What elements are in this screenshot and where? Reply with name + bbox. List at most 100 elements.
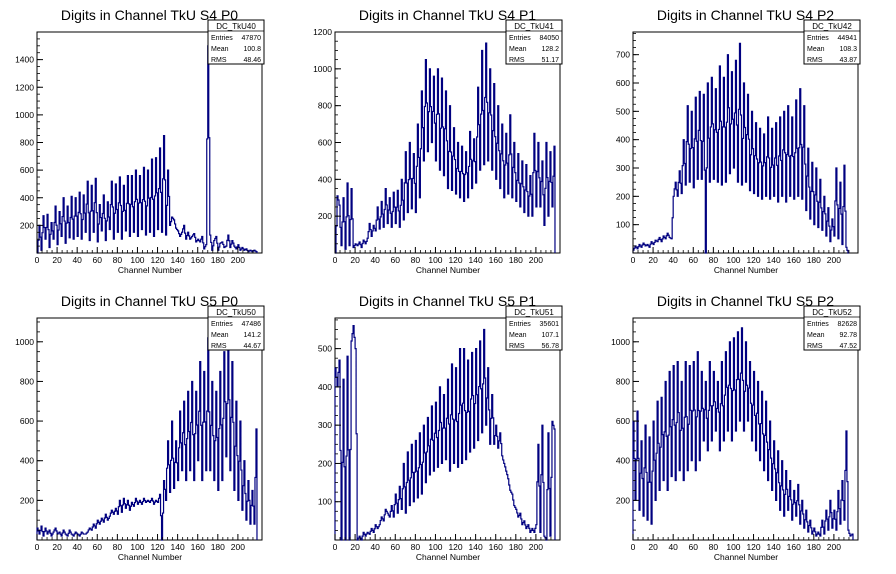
stats-label: RMS [211, 57, 227, 64]
x-tick-label: 0 [333, 542, 338, 552]
stats-box [207, 305, 265, 351]
stats-label: Entries [509, 321, 531, 328]
x-tick-label: 0 [333, 255, 338, 265]
x-tick-label: 60 [93, 255, 103, 265]
y-tick-label: 1000 [15, 337, 34, 347]
x-tick-label: 40 [370, 255, 380, 265]
stats-label: Mean [211, 46, 229, 53]
histogram-line [334, 325, 556, 541]
y-tick-label: 200 [318, 211, 332, 221]
x-tick-label: 200 [231, 255, 245, 265]
y-tick-label: 1000 [611, 337, 630, 347]
x-tick-label: 180 [211, 542, 225, 552]
x-tick-label: 140 [767, 255, 781, 265]
x-tick-label: 100 [130, 542, 144, 552]
stats-name: DC_TkU51 [514, 308, 554, 317]
chart-title: Digits in Channel TkU S5 P1 [359, 293, 536, 309]
y-tick-label: 800 [616, 376, 630, 386]
x-tick-label: 120 [746, 542, 760, 552]
y-tick-label: 600 [616, 416, 630, 426]
x-tick-label: 160 [191, 542, 205, 552]
stats-label: RMS [509, 57, 525, 64]
x-tick-label: 60 [391, 255, 401, 265]
x-tick-label: 180 [211, 255, 225, 265]
stats-box [803, 19, 861, 65]
stats-box [505, 305, 563, 351]
x-axis-label: Channel Number [416, 265, 480, 275]
stats-value: 82628 [838, 321, 858, 328]
stats-value: 47486 [242, 321, 262, 328]
x-tick-label: 160 [489, 255, 503, 265]
chart-title: Digits in Channel TkU S4 P0 [61, 7, 238, 23]
y-tick-label: 400 [20, 456, 34, 466]
x-tick-label: 180 [807, 255, 821, 265]
y-tick-label: 200 [20, 220, 34, 230]
y-tick-label: 1200 [313, 27, 332, 37]
stats-label: Mean [509, 332, 527, 339]
y-tick-label: 500 [318, 344, 332, 354]
x-tick-label: 100 [726, 542, 740, 552]
x-tick-label: 180 [807, 542, 821, 552]
histogram-panel-5: Digits in Channel TkU S5 P1 0 20 40 60 80 100 1… [318, 293, 563, 562]
stats-name: DC_TkU50 [216, 308, 256, 317]
x-tick-label: 80 [709, 255, 719, 265]
stats-value: 128.2 [541, 46, 559, 53]
histogram-line [36, 337, 258, 541]
x-tick-label: 20 [350, 542, 360, 552]
histogram-panel-2: Digits in Channel TkU S4 P1 0 20 40 60 80 100 1… [313, 7, 563, 275]
stats-value: 35601 [540, 321, 560, 328]
y-tick-label: 500 [616, 106, 630, 116]
x-tick-label: 40 [72, 542, 82, 552]
x-tick-label: 140 [469, 542, 483, 552]
stats-label: Mean [807, 46, 825, 53]
y-tick-label: 600 [318, 138, 332, 148]
stats-label: Entries [211, 321, 233, 328]
plot-frame [36, 317, 263, 541]
stats-label: Entries [509, 35, 531, 42]
x-tick-label: 120 [150, 542, 164, 552]
stats-value: 47870 [242, 35, 262, 42]
x-tick-label: 80 [411, 542, 421, 552]
y-tick-label: 400 [318, 382, 332, 392]
x-tick-label: 200 [827, 255, 841, 265]
stats-value: 108.3 [839, 46, 857, 53]
x-tick-label: 160 [787, 542, 801, 552]
stats-label: RMS [807, 343, 823, 350]
x-tick-label: 20 [350, 255, 360, 265]
y-tick-label: 600 [20, 416, 34, 426]
x-tick-label: 20 [52, 255, 62, 265]
stats-name: DC_TkU41 [514, 22, 554, 31]
x-axis-label: Channel Number [416, 552, 480, 562]
x-tick-label: 100 [428, 255, 442, 265]
x-tick-label: 100 [726, 255, 740, 265]
x-tick-label: 40 [370, 542, 380, 552]
y-tick-label: 300 [616, 163, 630, 173]
y-tick-label: 700 [616, 50, 630, 60]
chart-title: Digits in Channel TkU S5 P0 [61, 293, 238, 309]
stats-label: RMS [807, 57, 823, 64]
x-tick-label: 160 [191, 255, 205, 265]
x-tick-label: 60 [689, 255, 699, 265]
y-tick-label: 400 [20, 193, 34, 203]
histogram-panel-1: Digits in Channel TkU S4 P0 0 20 40 60 80 100 1… [15, 7, 265, 275]
y-tick-label: 1000 [313, 64, 332, 74]
x-tick-label: 120 [746, 255, 760, 265]
x-tick-label: 140 [171, 542, 185, 552]
x-tick-label: 140 [171, 255, 185, 265]
x-tick-label: 40 [668, 255, 678, 265]
stats-name: DC_TkU52 [812, 308, 852, 317]
stats-label: RMS [211, 343, 227, 350]
stats-label: Mean [807, 332, 825, 339]
stats-value: 92.78 [839, 332, 857, 339]
stats-label: Entries [807, 35, 829, 42]
x-tick-label: 200 [529, 542, 543, 552]
stats-value: 107.1 [541, 332, 559, 339]
x-axis-label: Channel Number [714, 552, 778, 562]
stats-value: 44941 [838, 35, 858, 42]
stats-value: 100.8 [243, 46, 261, 53]
histogram-panel-6: Digits in Channel TkU S5 P2 0 20 40 60 80 100 1… [611, 293, 861, 562]
y-tick-label: 200 [616, 191, 630, 201]
y-tick-label: 200 [20, 495, 34, 505]
y-tick-label: 400 [616, 135, 630, 145]
